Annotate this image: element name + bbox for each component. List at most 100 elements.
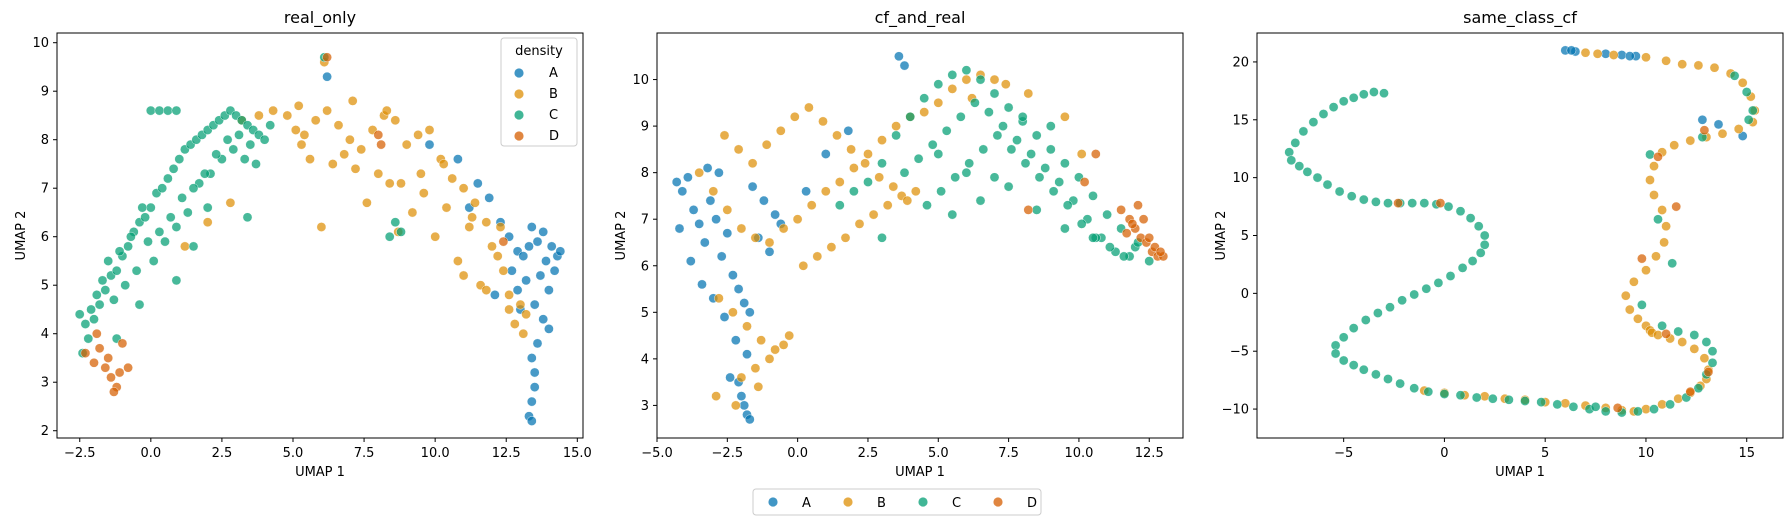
y-axis-label: UMAP 2	[1214, 211, 1229, 261]
y-tick-label: 6	[641, 259, 649, 274]
point-C	[1358, 89, 1369, 100]
point-D	[1133, 200, 1143, 211]
point-C	[171, 222, 182, 232]
point-C	[1031, 130, 1042, 141]
point-A	[747, 181, 758, 192]
point-C	[1637, 300, 1647, 310]
point-B	[989, 74, 1000, 85]
point-C	[1371, 369, 1381, 380]
y-tick-label: 4	[41, 327, 49, 342]
point-C	[182, 207, 193, 218]
point-C	[222, 134, 233, 145]
point-C	[1338, 332, 1349, 343]
point-B	[770, 344, 780, 355]
y-tick-label: 3	[641, 399, 649, 414]
point-D	[1155, 246, 1166, 257]
point-C	[1348, 92, 1359, 103]
point-C	[80, 319, 91, 329]
point-B	[756, 335, 766, 346]
point-B	[418, 188, 429, 198]
point-C	[83, 333, 94, 344]
point-C	[978, 144, 989, 155]
x-tick-label: 12.5	[1135, 446, 1164, 461]
point-D	[1685, 386, 1696, 397]
y-tick-label: 8	[641, 166, 649, 181]
point-B	[373, 168, 384, 179]
point-B	[818, 116, 828, 127]
y-axis-label: UMAP 2	[614, 211, 629, 261]
point-C	[1479, 230, 1490, 241]
point-C	[114, 246, 125, 257]
x-tick-label: 15	[1738, 446, 1755, 461]
point-C	[97, 275, 108, 286]
point-B	[1669, 140, 1680, 151]
point-C	[1379, 88, 1389, 99]
point-A	[453, 154, 463, 164]
point-B	[322, 105, 332, 116]
point-C	[1409, 383, 1420, 394]
point-C	[964, 158, 975, 169]
x-tick-label: 10	[1638, 446, 1655, 461]
point-C	[1308, 117, 1319, 127]
point-B	[296, 139, 307, 150]
point-B	[401, 139, 412, 150]
point-C	[86, 304, 96, 315]
x-tick-label: −2.5	[712, 446, 744, 461]
point-D	[117, 338, 128, 349]
legend-label-D: D	[1027, 496, 1037, 511]
x-tick-label: 7.5	[354, 446, 375, 461]
point-B	[467, 212, 477, 223]
point-C	[1590, 401, 1601, 412]
point-C	[1707, 346, 1718, 357]
point-B	[356, 144, 367, 155]
point-A	[697, 279, 707, 290]
y-tick-label: 9	[41, 85, 49, 100]
point-A	[674, 223, 685, 234]
point-C	[174, 154, 185, 164]
points	[671, 51, 1169, 425]
point-A	[532, 236, 543, 247]
point-A	[544, 324, 554, 334]
point-C	[1455, 390, 1466, 401]
point-C	[1048, 186, 1059, 197]
point-B	[806, 200, 817, 211]
point-C	[1076, 219, 1087, 229]
y-tick-label: 4	[641, 352, 649, 367]
plot-frame	[56, 32, 584, 439]
point-C	[1286, 155, 1297, 166]
point-C	[163, 105, 173, 116]
point-B	[509, 319, 520, 329]
point-C	[1568, 401, 1579, 412]
legend-label-C: C	[952, 496, 961, 511]
point-A	[739, 400, 750, 411]
point-C	[1105, 242, 1115, 252]
point-B	[902, 195, 913, 206]
point-C	[137, 202, 148, 213]
point-D	[1121, 228, 1132, 239]
point-B	[1685, 135, 1696, 146]
point-B	[888, 181, 899, 192]
point-C	[1741, 87, 1752, 97]
point-B	[840, 232, 851, 243]
point-C	[384, 231, 395, 242]
point-C	[1312, 172, 1323, 183]
point-B	[350, 163, 361, 174]
legend-marker-D	[993, 497, 1003, 507]
point-C	[1667, 258, 1678, 269]
point-C	[1473, 221, 1484, 232]
point-B	[1580, 47, 1591, 58]
point-B	[764, 354, 775, 364]
point-B	[761, 139, 772, 150]
legend-label-C: C	[549, 108, 558, 123]
point-B	[481, 285, 492, 295]
point-A	[538, 227, 549, 237]
point-C	[1012, 135, 1022, 145]
point-B	[498, 265, 509, 276]
point-C	[199, 168, 210, 179]
point-C	[154, 105, 165, 116]
point-B	[282, 110, 293, 121]
y-tick-label: 15	[1232, 113, 1249, 128]
point-B	[470, 197, 480, 208]
legend-title: density	[515, 44, 563, 59]
x-axis-label: UMAP 1	[1495, 465, 1545, 480]
